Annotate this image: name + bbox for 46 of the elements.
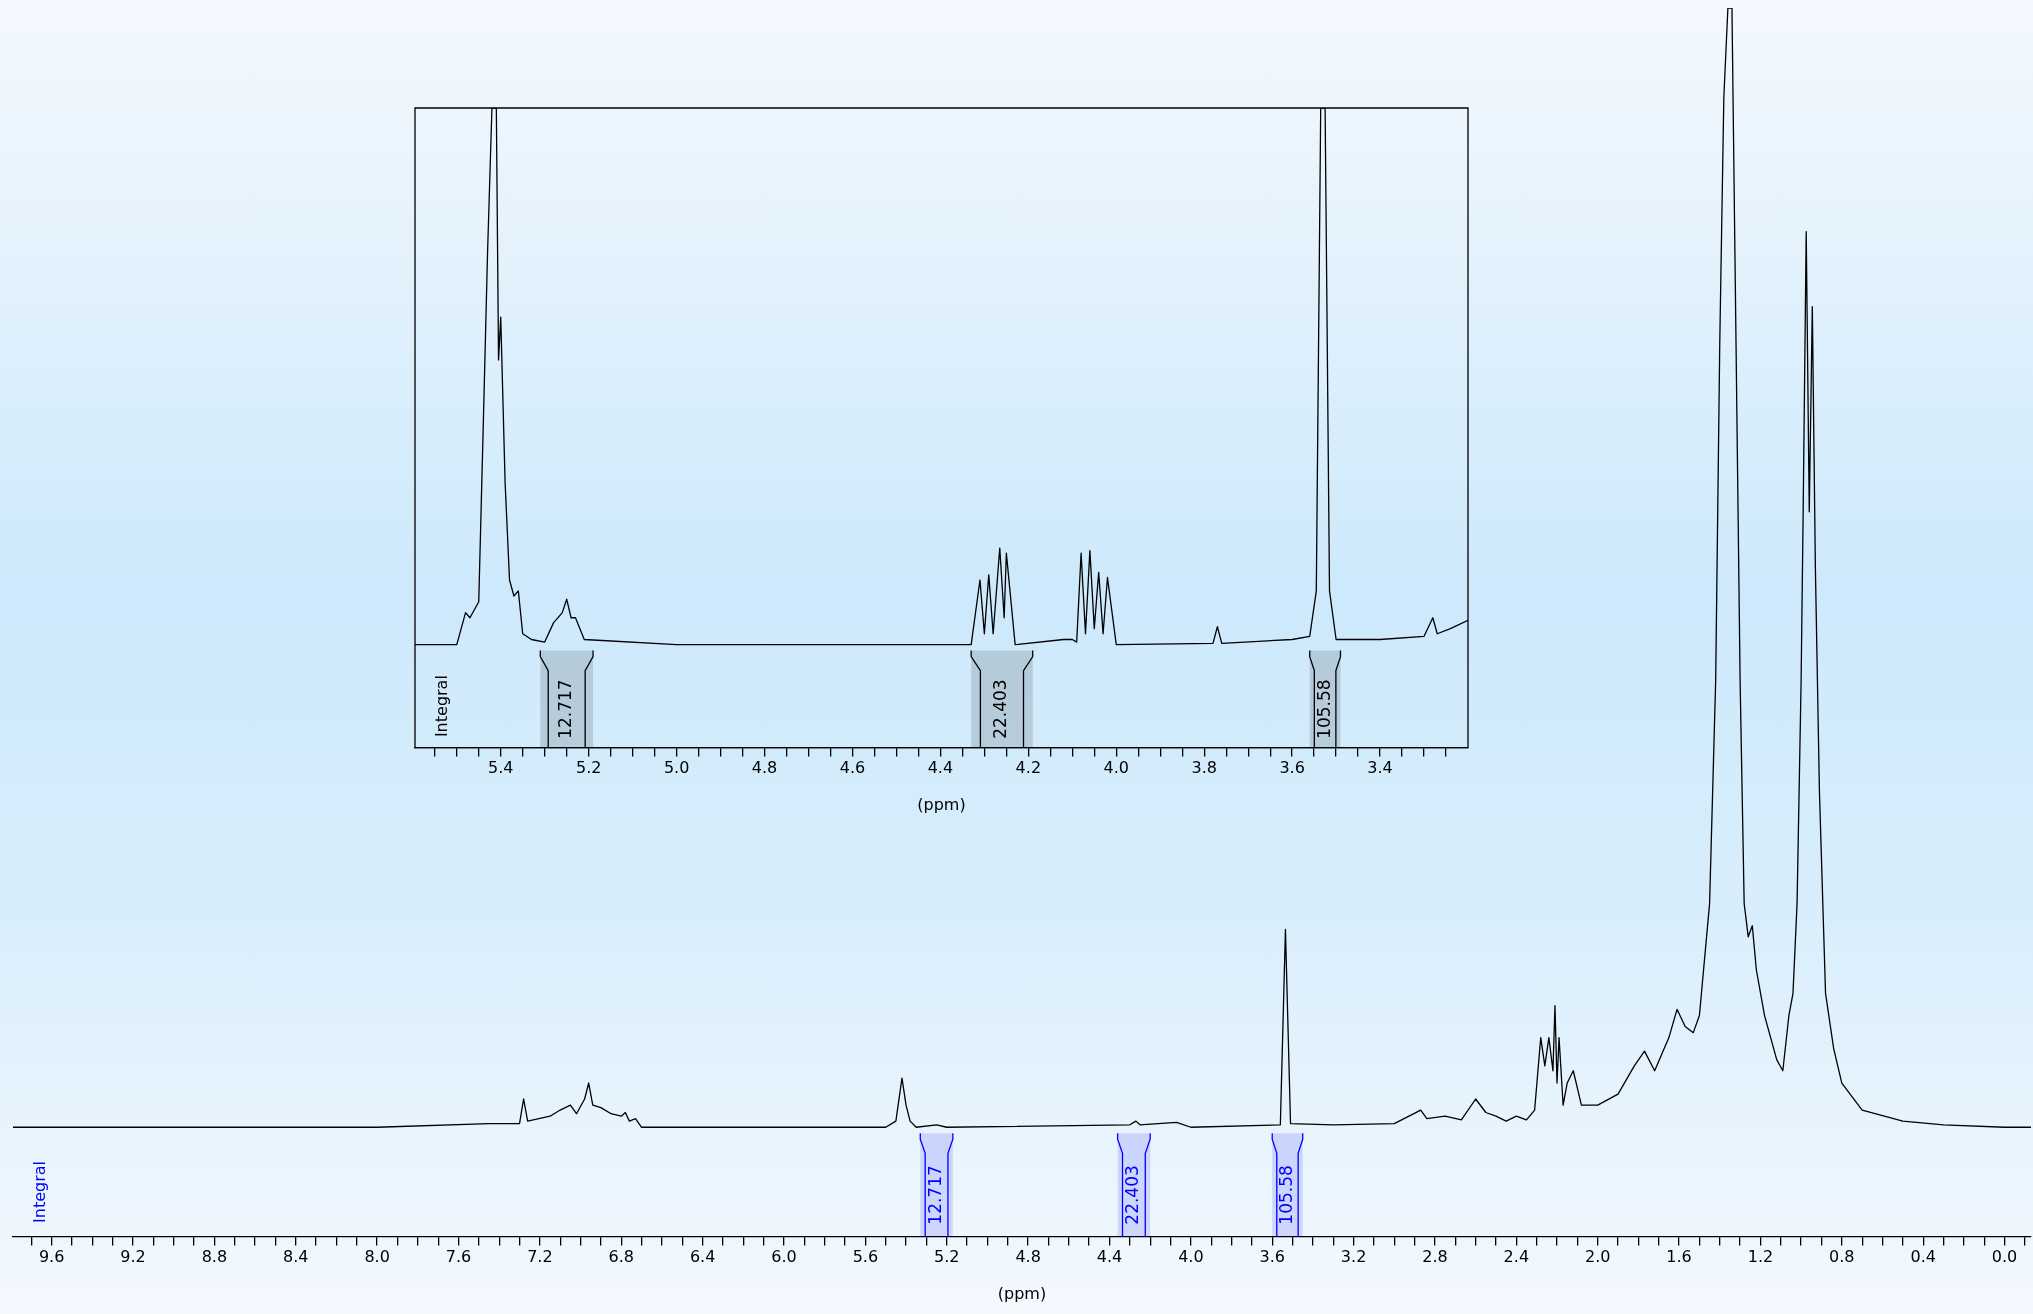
x-axis-title: (ppm) [997,1283,1047,1303]
x-tick-label: 8.4 [283,1247,309,1267]
band-label: 22.403 [990,679,1011,739]
x-tick-label: 8.8 [201,1247,228,1267]
x-tick-label: 4.6 [839,758,866,778]
x-tick-label: 4.0 [1178,1247,1204,1267]
x-tick-label: 0.0 [1991,1247,2018,1267]
band-label: 22.403 [1122,1165,1143,1225]
x-tick-label: 4.8 [1015,1247,1041,1267]
annotation: Integral [30,1160,50,1223]
x-tick-label: 7.6 [445,1247,472,1267]
x-tick-label: 3.2 [1340,1247,1367,1267]
x-tick-label: 3.6 [1259,1247,1285,1267]
x-tick-label: 8.0 [364,1247,390,1267]
x-tick-label: 4.0 [1103,758,1129,778]
x-tick-label: 2.8 [1422,1247,1448,1267]
x-tick-label: 4.4 [1096,1247,1123,1267]
x-tick-label: 9.2 [120,1247,146,1267]
x-tick-label: 1.2 [1747,1247,1774,1267]
annotation: Integral [432,675,452,738]
x-tick-label: 2.0 [1584,1247,1611,1267]
x-tick-label: 0.4 [1910,1247,1936,1267]
x-tick-label: 9.6 [38,1247,65,1267]
x-tick-label: 5.0 [663,758,690,778]
x-tick-label: 0.8 [1829,1247,1855,1267]
x-tick-label: 5.6 [852,1247,879,1267]
x-axis-title: (ppm) [917,794,966,814]
x-tick-label: 4.2 [1015,758,1042,778]
x-tick-label: 6.0 [771,1247,797,1267]
x-tick-label: 7.2 [527,1247,553,1267]
band-label: 12.717 [555,679,576,739]
band-label: 105.58 [1313,679,1334,739]
x-tick-label: 3.4 [1367,758,1393,778]
band-label: 105.58 [1275,1165,1296,1225]
x-tick-label: 3.6 [1279,758,1305,778]
x-tick-label: 4.4 [927,758,954,778]
band-label: 12.717 [924,1165,945,1225]
x-tick-label: 6.8 [608,1247,634,1267]
x-tick-label: 4.8 [751,758,778,778]
x-tick-label: 5.2 [575,758,602,778]
x-tick-label: 2.4 [1503,1247,1530,1267]
x-tick-label: 5.2 [934,1247,960,1267]
x-tick-label: 3.8 [1191,758,1217,778]
x-tick-label: 6.4 [689,1247,716,1267]
x-tick-label: 1.6 [1666,1247,1692,1267]
x-tick-label: 5.4 [488,758,514,778]
